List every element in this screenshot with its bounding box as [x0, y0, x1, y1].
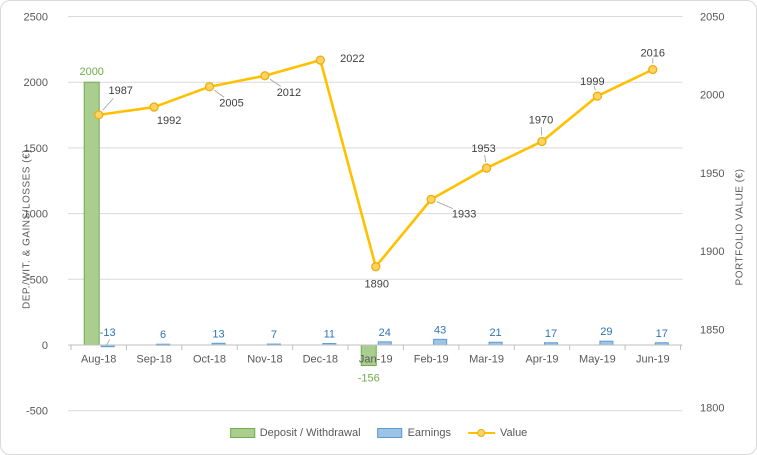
x-axis-category-label: Feb-19	[414, 354, 449, 366]
value-point-marker[interactable]	[592, 91, 603, 101]
right-axis-tick-label: 2050	[700, 11, 724, 23]
earnings-bar-label: 24	[379, 327, 391, 339]
value-point-marker[interactable]	[537, 136, 547, 147]
x-axis-category-label: Mar-19	[469, 354, 504, 366]
value-point-label: 1970	[529, 114, 553, 126]
earnings-bar[interactable]	[599, 340, 614, 346]
x-axis-category-label: May-19	[579, 354, 616, 366]
legend-label: Deposit / Withdrawal	[259, 427, 361, 439]
x-axis-category-label: Nov-18	[247, 354, 282, 366]
right-axis-title: PORTFOLIO VALUE (€)	[734, 168, 746, 286]
earnings-bar-label: 13	[212, 328, 224, 340]
value-point-marker[interactable]	[371, 262, 381, 272]
left-axis-tick-label: 1000	[24, 209, 48, 221]
value-point-label: 1953	[471, 143, 495, 155]
earnings-bar-label: 11	[324, 329, 335, 341]
left-axis-tick-label: 0	[42, 340, 48, 352]
value-point-label: 2016	[641, 48, 665, 60]
left-axis-tick-label: 2000	[24, 77, 48, 89]
x-axis-category-label: Jan-19	[359, 354, 393, 366]
value-point-label: 1933	[452, 208, 476, 220]
value-point-label: 1992	[157, 115, 181, 127]
x-axis-category-label: Aug-18	[81, 354, 116, 366]
value-point-marker[interactable]	[94, 110, 104, 120]
earnings-bar-label: 7	[271, 329, 277, 341]
value-line[interactable]	[97, 58, 655, 268]
deposit-swatch-icon	[229, 428, 255, 438]
earnings-bar-label: 29	[600, 326, 612, 338]
x-axis-category-label: Sep-18	[136, 354, 171, 366]
label-leader-line	[484, 154, 487, 163]
x-axis-category-label: Dec-18	[303, 354, 338, 366]
right-axis-tick-label: 1850	[700, 324, 724, 336]
value-point-marker[interactable]	[149, 102, 159, 112]
legend-label: Earnings	[407, 427, 451, 439]
value-point-marker[interactable]	[481, 163, 492, 173]
right-axis-tick-label: 2000	[700, 90, 724, 102]
left-axis-tick-label: 2500	[24, 12, 48, 24]
x-axis-category-label: Apr-19	[525, 354, 558, 366]
value-point-label: 2005	[219, 98, 243, 110]
x-axis-category-label: Jun-19	[636, 354, 670, 366]
legend-item-earnings[interactable]: Earnings	[377, 427, 451, 439]
legend: Deposit / Withdrawal Earnings Value	[229, 427, 528, 439]
label-leader-line	[102, 98, 114, 111]
deposit-bar[interactable]	[83, 81, 100, 346]
earnings-bar-label: 17	[656, 328, 668, 340]
left-axis-tick-label: 500	[30, 274, 48, 286]
value-point-label: 1999	[580, 76, 604, 88]
deposit-bar-label: -156	[358, 372, 380, 384]
value-point-marker[interactable]	[315, 55, 325, 65]
value-point-marker[interactable]	[204, 82, 215, 92]
legend-label: Value	[499, 427, 528, 439]
earnings-bar-label: -13	[100, 327, 116, 339]
value-point-marker[interactable]	[260, 71, 270, 81]
earnings-bar-label: 21	[489, 327, 501, 339]
right-axis-tick-label: 1900	[700, 246, 724, 258]
earnings-bar[interactable]	[433, 338, 448, 346]
left-axis-title: DEP./WIT. & GAINS/LOSSES (€)	[21, 149, 33, 309]
earnings-bar-label: 43	[434, 324, 446, 336]
left-axis-tick-label: 1500	[24, 143, 48, 155]
earnings-bar-label: 6	[160, 329, 166, 341]
label-leader-line	[593, 86, 596, 91]
legend-item-deposit-withdrawal[interactable]: Deposit / Withdrawal	[229, 427, 361, 439]
earnings-bar-label: 17	[545, 328, 557, 340]
label-leader-line	[269, 78, 282, 87]
value-point-label: 2012	[277, 87, 301, 99]
left-axis-tick-label: -500	[26, 406, 48, 418]
legend-item-value[interactable]: Value	[467, 427, 528, 439]
label-leader-line	[105, 339, 111, 347]
deposit-bar-label: 2000	[79, 66, 103, 78]
earnings-swatch-icon	[377, 428, 403, 438]
value-point-label: 1987	[108, 85, 132, 97]
right-axis-tick-label: 1800	[700, 403, 724, 415]
value-point-marker[interactable]	[648, 64, 658, 75]
x-axis-category-label: Oct-18	[193, 354, 226, 366]
value-point-label: 2022	[340, 53, 364, 65]
right-axis-tick-label: 1950	[700, 168, 724, 180]
value-point-label: 1890	[365, 279, 389, 291]
label-leader-line	[214, 89, 225, 98]
label-leader-line	[436, 201, 454, 210]
value-line-swatch-icon	[467, 429, 495, 437]
value-point-marker[interactable]	[426, 194, 436, 205]
